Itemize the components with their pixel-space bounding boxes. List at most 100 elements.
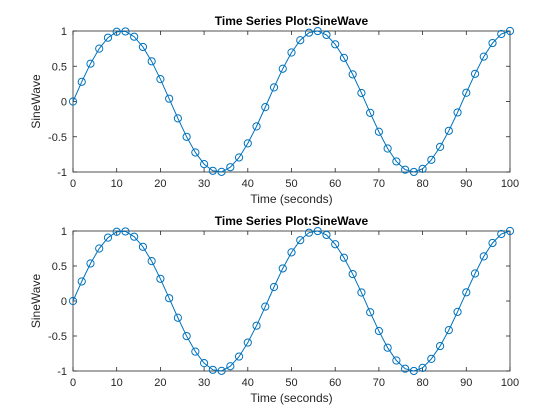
subplot-bottom: Time Series Plot:SineWave Time (seconds)… bbox=[29, 214, 519, 405]
data-point-marker bbox=[269, 83, 279, 92]
data-point-marker bbox=[313, 26, 322, 36]
data-point-marker bbox=[261, 302, 270, 311]
data-point-marker bbox=[165, 94, 174, 103]
data-point-marker bbox=[470, 269, 480, 278]
data-point-marker bbox=[112, 27, 121, 36]
x-tick-label: 90 bbox=[460, 377, 472, 389]
x-axis-label: Time (seconds) bbox=[250, 391, 332, 405]
data-point-marker bbox=[339, 253, 349, 262]
x-tick-label: 0 bbox=[70, 178, 76, 190]
data-point-marker bbox=[479, 52, 488, 61]
series-line bbox=[72, 230, 511, 372]
data-point-marker bbox=[462, 288, 471, 297]
data-point-marker bbox=[86, 259, 95, 268]
x-tick-label: 80 bbox=[416, 377, 428, 389]
x-tick-label: 30 bbox=[198, 178, 210, 190]
data-point-marker bbox=[427, 354, 436, 363]
data-point-marker bbox=[121, 27, 130, 36]
data-point-marker bbox=[243, 139, 252, 148]
data-point-marker bbox=[287, 48, 296, 57]
data-point-marker bbox=[313, 226, 322, 236]
data-point-marker bbox=[374, 127, 383, 136]
data-point-marker bbox=[130, 32, 139, 41]
y-axis-label: SineWave bbox=[29, 274, 43, 329]
x-tick-label: 30 bbox=[198, 377, 210, 389]
x-tick-label: 100 bbox=[501, 178, 519, 190]
data-point-marker bbox=[392, 356, 401, 365]
data-point-marker bbox=[322, 30, 331, 40]
data-point-marker bbox=[287, 248, 296, 257]
data-point-marker bbox=[173, 114, 182, 123]
data-point-marker bbox=[191, 148, 200, 157]
x-tick-label: 40 bbox=[242, 178, 254, 190]
data-point-marker bbox=[278, 264, 287, 273]
x-tick-label: 60 bbox=[329, 178, 341, 190]
data-point-marker bbox=[497, 229, 506, 239]
data-point-marker bbox=[331, 240, 340, 249]
series-line bbox=[72, 30, 511, 173]
data-point-marker bbox=[435, 341, 445, 351]
data-point-marker bbox=[392, 157, 401, 166]
data-point-marker bbox=[453, 307, 462, 316]
data-point-marker bbox=[182, 132, 191, 141]
data-point-marker bbox=[505, 26, 515, 36]
data-point-marker bbox=[470, 69, 480, 78]
x-tick-label: 50 bbox=[285, 178, 297, 190]
y-tick-label: 1 bbox=[61, 226, 67, 238]
data-point-marker bbox=[208, 365, 217, 374]
data-point-marker bbox=[147, 57, 156, 66]
data-point-marker bbox=[234, 153, 244, 162]
data-point-marker bbox=[418, 363, 427, 372]
data-point-marker bbox=[418, 164, 427, 173]
x-tick-label: 100 bbox=[501, 377, 519, 389]
data-point-marker bbox=[261, 103, 270, 112]
data-point-marker bbox=[427, 155, 436, 164]
data-point-marker bbox=[453, 108, 462, 117]
data-point-marker bbox=[130, 232, 139, 241]
data-point-marker bbox=[409, 167, 418, 177]
data-point-marker bbox=[278, 64, 287, 73]
x-tick-label: 70 bbox=[373, 377, 385, 389]
data-point-marker bbox=[156, 75, 165, 84]
x-tick-label: 40 bbox=[242, 377, 254, 389]
data-point-marker bbox=[138, 242, 148, 251]
subplot-top: Time Series Plot:SineWave Time (seconds)… bbox=[29, 14, 519, 206]
y-axis-label: SineWave bbox=[29, 74, 43, 129]
data-point-marker bbox=[444, 326, 453, 335]
data-point-marker bbox=[505, 226, 515, 236]
y-tick-label: -0.5 bbox=[48, 331, 67, 343]
data-point-marker bbox=[112, 227, 121, 236]
data-point-marker bbox=[357, 288, 366, 297]
data-point-marker bbox=[165, 294, 174, 303]
data-point-marker bbox=[77, 77, 86, 86]
x-axis-label: Time (seconds) bbox=[250, 192, 332, 206]
data-point-marker bbox=[95, 44, 104, 53]
x-tick-label: 70 bbox=[373, 178, 385, 190]
data-point-marker bbox=[383, 343, 392, 352]
data-point-marker bbox=[252, 321, 261, 330]
data-point-marker bbox=[147, 257, 156, 266]
y-tick-label: 0 bbox=[61, 296, 67, 308]
data-point-marker bbox=[121, 227, 130, 236]
y-tick-label: -1 bbox=[57, 167, 67, 179]
data-point-marker bbox=[77, 277, 86, 286]
data-point-marker bbox=[444, 126, 453, 135]
data-point-marker bbox=[208, 166, 217, 175]
data-point-marker bbox=[304, 28, 314, 37]
data-point-marker bbox=[200, 160, 209, 169]
x-tick-label: 20 bbox=[154, 377, 166, 389]
data-point-marker bbox=[217, 366, 226, 375]
data-point-marker bbox=[497, 29, 506, 39]
data-point-marker bbox=[95, 244, 104, 253]
x-tick-label: 60 bbox=[329, 377, 341, 389]
data-point-marker bbox=[331, 40, 340, 49]
data-point-marker bbox=[234, 352, 244, 361]
data-point-marker bbox=[296, 236, 305, 245]
data-point-marker bbox=[488, 238, 497, 248]
y-tick-label: -0.5 bbox=[48, 132, 67, 144]
data-point-marker bbox=[401, 165, 410, 174]
data-point-marker bbox=[339, 53, 349, 62]
x-tick-label: 20 bbox=[154, 178, 166, 190]
data-point-marker bbox=[488, 38, 497, 48]
x-tick-label: 90 bbox=[460, 178, 472, 190]
